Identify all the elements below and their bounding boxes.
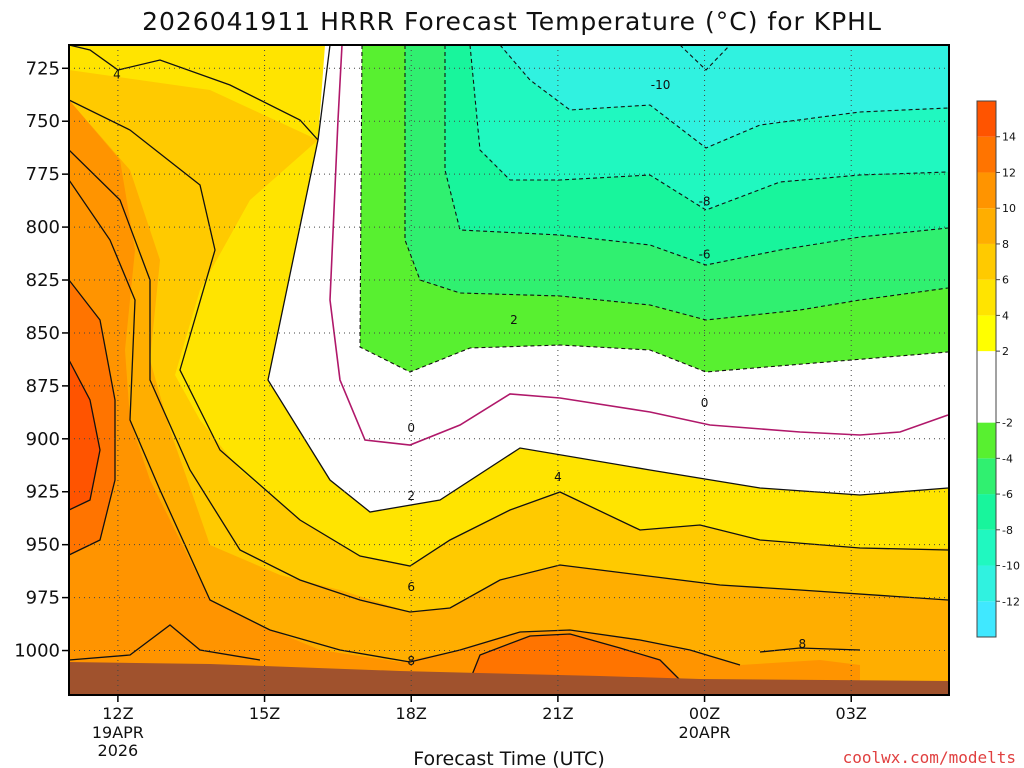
colorbar-frame xyxy=(976,100,997,638)
contour-line-4-upper xyxy=(69,45,319,141)
band-fill-14-16 xyxy=(69,360,100,510)
band-fill-4-6 xyxy=(69,45,948,566)
contour-line-minus-2 xyxy=(359,45,949,373)
y-tick-label: 1000 xyxy=(14,641,60,662)
x-tick-label: 00Z xyxy=(689,704,720,723)
colorbar-label: 6 xyxy=(1002,274,1009,287)
x-tick-year: 2026 xyxy=(98,741,139,760)
contour-label: 0 xyxy=(407,421,415,435)
y-tick-label: 775 xyxy=(26,164,60,185)
colorbar-segment xyxy=(977,279,996,316)
colorbar-label: 8 xyxy=(1002,238,1009,251)
contour-label: -10 xyxy=(651,78,671,92)
y-tick-label: 850 xyxy=(26,323,60,344)
contour-label: -8 xyxy=(699,195,711,209)
x-axis-label: Forecast Time (UTC) xyxy=(413,748,604,768)
contour-label: 6 xyxy=(407,580,415,594)
zero-contour xyxy=(329,45,949,446)
contour-line-8 xyxy=(69,179,741,666)
contour-label: -6 xyxy=(699,248,711,262)
colorbar-segment xyxy=(977,565,996,602)
colorbar-segment xyxy=(977,172,996,209)
contour-line-8-right xyxy=(759,647,861,653)
colorbar-segment xyxy=(977,458,996,495)
contour-label: 4 xyxy=(554,470,562,484)
contour-line-12 xyxy=(69,359,101,511)
y-tick-label: 950 xyxy=(26,535,60,556)
colorbar-label: 10 xyxy=(1002,202,1016,215)
colorbar-segment xyxy=(977,494,996,530)
x-tick-label: 18Z xyxy=(396,704,427,723)
contour-line-10 xyxy=(69,279,116,556)
y-tick-label: 975 xyxy=(26,588,60,609)
contour-line-10-low xyxy=(469,633,681,681)
band-fill-10-12 xyxy=(69,100,860,695)
x-tick-date: 19APR xyxy=(92,723,144,742)
contour-line-near-surface xyxy=(69,624,261,661)
colorbar-segment xyxy=(977,101,996,137)
band-fill-12-14-low xyxy=(470,634,680,680)
chart-title: 2026041911 HRRR Forecast Temperature (°C… xyxy=(142,7,882,36)
contour-label: 0 xyxy=(701,396,709,410)
x-tick-label: 15Z xyxy=(249,704,280,723)
y-tick-label: 750 xyxy=(26,111,60,132)
colorbar-segment xyxy=(977,422,996,459)
terrain-surface xyxy=(69,662,948,695)
y-tick-label: 925 xyxy=(26,482,60,503)
colorbar-label: 14 xyxy=(1002,131,1016,144)
y-tick-label: 825 xyxy=(26,270,60,291)
contour-label: 4 xyxy=(113,68,121,82)
band-fill-minus-10-to-minus-12 xyxy=(500,45,948,148)
band-fill-zero-to-2 xyxy=(268,45,948,512)
contour-label: 2 xyxy=(510,313,518,327)
contour-line-minus-12 xyxy=(679,45,731,71)
x-tick-label: 21Z xyxy=(542,704,573,723)
colorbar-label: -2 xyxy=(1002,417,1013,430)
colorbar-label: -4 xyxy=(1002,452,1013,465)
contour-label: 8 xyxy=(407,654,415,668)
colorbar-label: 4 xyxy=(1002,309,1009,322)
x-tick-label: 03Z xyxy=(836,704,867,723)
y-axis: 725 750 775 800 825 850 875 900 925 950 975 1000 xyxy=(14,58,69,662)
colorbar-segment xyxy=(977,351,996,423)
colorbar-segment xyxy=(977,243,996,280)
negative-contours xyxy=(359,45,949,373)
contour-line-minus-10 xyxy=(499,45,949,149)
contour-line-zero xyxy=(329,45,949,446)
grid-lines xyxy=(69,45,949,695)
colorbar-segment xyxy=(977,315,996,352)
contour-line-4-left xyxy=(69,99,949,567)
colorbar: -12 -10 -8 -6 -4 -2 2 4 6 8 10 12 14 xyxy=(976,100,1020,638)
contour-label: 8 xyxy=(799,637,807,651)
credit-text[interactable]: coolwx.com/modelts xyxy=(843,748,1016,767)
colorbar-label: -10 xyxy=(1002,560,1020,573)
contour-line-6 xyxy=(69,149,949,613)
contour-line-minus-8 xyxy=(469,45,949,211)
colorbar-segment xyxy=(977,208,996,244)
contour-label: 2 xyxy=(407,489,415,503)
colorbar-label: 12 xyxy=(1002,166,1016,179)
plot-frame xyxy=(68,44,950,696)
x-tick-date: 20APR xyxy=(679,723,731,742)
y-tick-label: 725 xyxy=(26,58,60,79)
y-tick-label: 900 xyxy=(26,429,60,450)
colorbar-label: -12 xyxy=(1002,595,1020,608)
y-tick-label: 800 xyxy=(26,217,60,238)
contour-line-minus-4 xyxy=(404,45,949,321)
colorbar-segment xyxy=(977,136,996,173)
colorbar-segment xyxy=(977,529,996,566)
x-tick-label: 12Z xyxy=(102,704,133,723)
colorbar-label: -8 xyxy=(1002,524,1013,537)
colorbar-segment xyxy=(977,601,996,637)
contour-lines xyxy=(69,45,949,681)
plot-area: 4 -10 -8 -6 2 0 0 4 2 6 8 8 xyxy=(69,45,949,695)
contour-line-2 xyxy=(267,45,949,513)
y-tick-label: 875 xyxy=(26,376,60,397)
colorbar-label: 2 xyxy=(1002,345,1009,358)
contour-labels: 4 -10 -8 -6 2 0 0 4 2 6 8 8 xyxy=(113,68,807,668)
colorbar-label: -6 xyxy=(1002,488,1013,501)
